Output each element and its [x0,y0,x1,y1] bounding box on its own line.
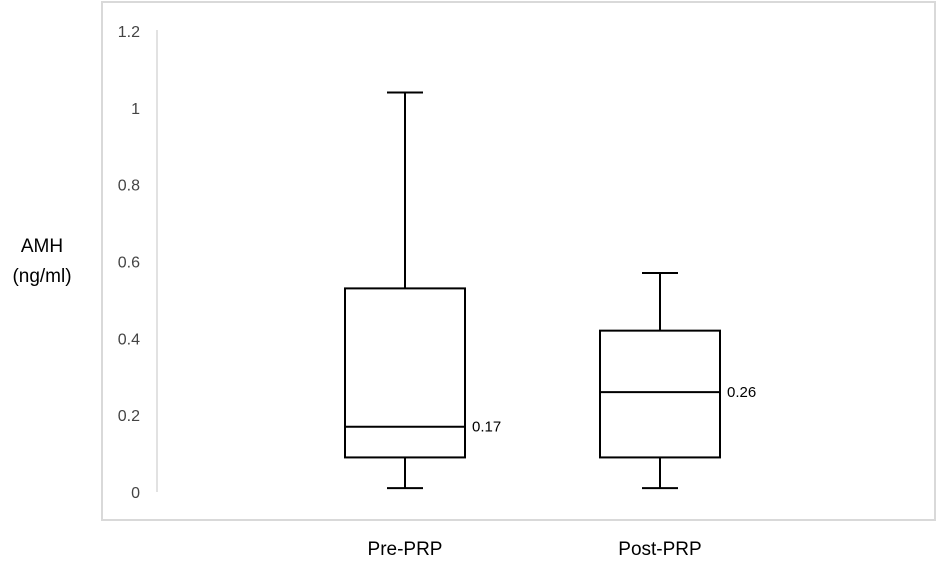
y-tick-label: 0 [131,485,140,502]
x-category-label: Post-PRP [618,539,701,560]
y-tick-label: 1.2 [118,24,140,41]
x-category-label: Pre-PRP [368,539,443,560]
y-tick-label: 0.2 [118,408,140,425]
y-axis-label-line1: AMH [21,236,63,257]
box-group-pre-prp: 0.17 Pre-PRP [344,91,501,560]
median-data-label: 0.17 [472,419,501,436]
y-tick-label: 1 [131,101,140,118]
median-data-label: 0.26 [727,384,756,401]
y-tick-label: 0.4 [118,331,140,348]
box-group-post-prp: 0.26 Post-PRP [599,272,756,560]
y-axis-label-line2: (ng/ml) [12,266,71,287]
y-tick-label: 0.6 [118,255,140,272]
iqr-box [344,287,466,459]
plot-frame [101,1,936,521]
y-tick-label: 0.8 [118,178,140,195]
iqr-box [599,329,721,459]
